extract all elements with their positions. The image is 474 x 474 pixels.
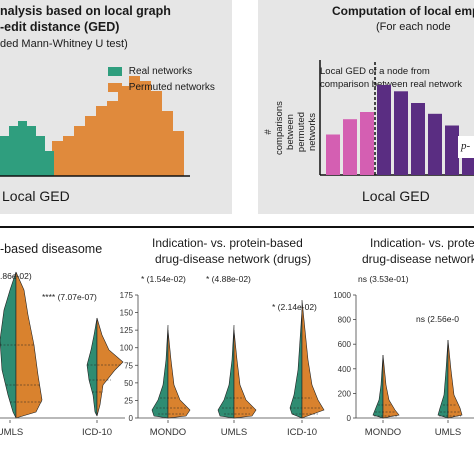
y-tick-label: 600 [338,340,352,349]
y-tick-label: 25 [124,396,133,405]
permuted-bar [140,81,151,176]
ged-analysis-panel: nalysis based on local graph -edit dista… [0,0,232,214]
violin-left-half [151,324,169,419]
real-bar [18,121,27,176]
permutation-bar [411,103,425,175]
y-tick-label: 75 [124,361,133,370]
violin-right-half [447,339,463,419]
real-bar [45,151,54,176]
legend-permuted-swatch [108,82,122,92]
x-tick-label: MONDO [150,427,186,438]
permuted-bar [52,141,63,176]
panel-title-line1: nalysis based on local graph [0,4,171,18]
legend-real-swatch [108,66,122,76]
bottom-panel2-title-line2: drug-disease network (drugs) [155,252,312,266]
permutation-bar-chart [319,60,474,176]
real-bar [27,126,36,176]
significance-annotation: ns (3.53e-01) [358,274,409,284]
permuted-bar [85,116,96,176]
x-tick-label: ICD-10 [287,427,317,438]
y-tick-label: 0 [129,414,134,423]
permutation-bar [394,91,408,175]
panel-title-line1: Computation of local empi [332,4,474,18]
significance-annotation: **** (7.07e-07) [42,292,97,302]
panel-title-line2: (For each node [376,21,451,33]
bottom-panel3-title-line2: drug-disease network [362,252,474,266]
y-tick-label: 125 [120,326,134,335]
permutation-bar [428,113,442,175]
permutation-bar [360,112,374,175]
p-value-box: p- [458,136,474,158]
violin-right-half [233,329,257,419]
annotation-line2: comparison between real network [320,79,463,90]
legend-real-label: Real networks [128,66,193,77]
violin-left-half [217,324,235,419]
permuted-bar [129,76,140,176]
y-tick-label: 0 [347,414,352,423]
panel-title-line2: -edit distance (GED) [0,20,120,34]
x-tick-label: MONDO [365,427,401,438]
y-tick-label: 175 [120,291,134,300]
real-bar [0,136,9,176]
violin-left-half [437,339,449,419]
y-tick-label: 100 [120,344,134,353]
x-tick-label: ICD-10 [82,427,112,438]
violin-right-half [167,329,191,419]
bottom-panel3-title-line1: Indication- vs. prote [370,236,474,250]
violin-left-half [289,309,303,419]
annotation-line1: Local GED of a node from [320,66,430,77]
permuted-bar [74,126,85,176]
ged-histogram [0,76,190,177]
significance-annotation: * (2.14e-02) [272,302,317,312]
violin-left-half [372,354,384,419]
significance-annotation: * (4.88e-02) [206,274,251,284]
permutation-bar [343,119,357,175]
legend-permuted-label: Permuted networks [128,82,215,93]
y-tick-label: 400 [338,365,352,374]
x-axis-label: Local GED [362,188,430,204]
y-tick-label: 200 [338,389,352,398]
real-bar [9,126,18,176]
bottom-panel1-title: -based diseasome [0,242,103,256]
permuted-bar [118,86,129,176]
permuted-bar [162,111,173,176]
violin-right-half [96,317,124,417]
permutation-bar [326,134,340,175]
permuted-bar [151,91,162,176]
permuted-bar [173,131,184,176]
significance-annotation: .86e-02) [0,271,32,281]
permuted-bar [63,136,74,176]
x-tick-label: UMLS [435,427,461,438]
y-tick-label: 50 [124,379,133,388]
bottom-panel2-title-line1: Indication- vs. protein-based [152,236,303,250]
y-tick-label: 800 [338,316,352,325]
permuted-bar [96,106,107,176]
legend-permuted: Permuted networks [108,82,215,93]
permuted-bar [107,101,118,176]
legend-real: Real networks [108,66,192,77]
significance-annotation: ns (2.56e-0 [416,314,459,324]
y-tick-label: 1000 [333,291,351,300]
y-tick-label: 150 [120,309,134,318]
significance-annotation: * (1.54e-02) [141,274,186,284]
real-bar [36,136,45,176]
permutation-bar [377,85,391,175]
section-divider [0,226,474,228]
panel-subtitle: ded Mann-Whitney U test) [0,38,128,50]
x-tick-label: UMLS [221,427,247,438]
permutation-bar [445,125,459,175]
x-tick-label: UMLS [0,427,23,438]
empirical-pvalue-panel: Computation of local empi (For each node… [258,0,474,214]
x-axis-label: Local GED [2,188,70,204]
violin-right-half [382,354,400,419]
violin-left-half [86,317,98,417]
violin-right-half [301,299,325,419]
